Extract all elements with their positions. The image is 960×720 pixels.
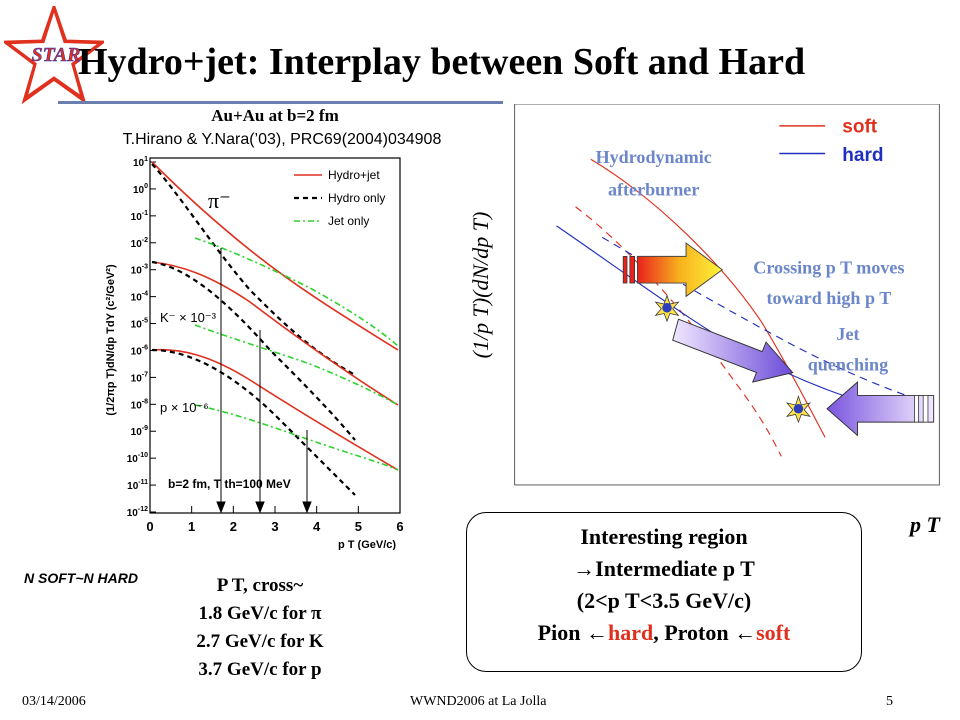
y-tick-label: 10-11: [127, 479, 148, 492]
legend-jet-only: Jet only: [328, 214, 369, 228]
region-line4-row: Pion ←hard, Proton ←soft: [467, 617, 861, 649]
page-number: 5: [886, 694, 893, 709]
slide-title: Hydro+jet: Interplay between Soft and Ha…: [78, 41, 806, 83]
schematic-y-axis: (1/p T)(dN/dp T): [468, 212, 493, 359]
hard-dashed-curve: [601, 236, 925, 402]
region-line2: Intermediate p T: [595, 556, 755, 581]
right-arrow-icon: →: [573, 556, 596, 581]
y-tick-label: 10-3: [131, 264, 148, 277]
x-tick-label: 5: [355, 519, 362, 534]
y-tick-label: 10-7: [131, 371, 148, 384]
region-line1: Interesting region: [580, 524, 748, 549]
x-tick-label: 4: [313, 519, 321, 534]
footer-date: 03/14/2006: [22, 694, 86, 709]
legend-hydro-only: Hydro only: [328, 191, 385, 205]
proton-hydro-only-curve: [151, 348, 356, 496]
y-tick-label: 10-6: [131, 344, 148, 357]
jet-annotation-line1: Jet: [836, 324, 859, 344]
collision-burst-2: [785, 395, 811, 424]
hydro-arrow: [622, 242, 724, 298]
x-tick-label: 0: [146, 519, 153, 534]
x-tick-labels: 0 1 2 3 4 5 6: [146, 506, 404, 534]
kaon-hydro-jet-curve: [151, 261, 399, 406]
quenching-arrow: [826, 381, 935, 437]
hard-text: hard: [607, 620, 654, 645]
schematic-y-label: (1/p T)(dN/dp T): [468, 212, 493, 359]
y-tick-label: 100: [133, 183, 148, 196]
hydro-annotation-line1: Hydrodynamic: [596, 147, 712, 167]
crossing-arrows: [216, 248, 312, 514]
jet-arrow: [672, 318, 794, 383]
kaon-label: K⁻ × 10⁻³: [160, 310, 217, 325]
proton-label: p × 10⁻⁶: [160, 400, 209, 415]
legend-soft: soft: [842, 117, 878, 138]
nsoft-nhard-label: N SOFT~N HARD: [24, 570, 138, 586]
x-tick-label: 2: [230, 519, 237, 534]
y-tick-label: 10-9: [131, 425, 148, 438]
proton-hydro-jet-curve: [151, 348, 399, 471]
crossing-pt-list: P T, cross~ 1.8 GeV/c for π 2.7 GeV/c fo…: [140, 572, 380, 684]
collision-label: Au+Au at b=2 fm: [211, 106, 339, 125]
soft-solid-curve: [590, 158, 826, 438]
crossing-annotation-line1: Crossing p T moves: [753, 258, 904, 278]
x-tick-label: 1: [188, 519, 195, 534]
star-logo: STAR: [4, 6, 104, 105]
plot-y-label: (1/2πp T)dN/dp TdY (c²/GeV²): [105, 264, 117, 416]
y-tick-label: 10-4: [131, 291, 148, 304]
region-line2-row: →Intermediate p T: [467, 553, 861, 585]
left-arrow-icon: ←: [585, 620, 608, 645]
interesting-region-box: Interesting region →Intermediate p T (2<…: [466, 512, 862, 672]
footer-conference: WWND2006 at La Jolla: [410, 694, 547, 709]
crossing-proton: 3.7 GeV/c for p: [198, 659, 322, 680]
crossing-pion: 1.8 GeV/c for π: [198, 603, 322, 624]
proton-text: , Proton: [653, 620, 735, 645]
crossing-annotation-line2: toward high p T: [767, 288, 892, 308]
pion-text: Pion: [537, 620, 586, 645]
plot-legend: Hydro+jet Hydro only Jet only: [294, 168, 385, 228]
y-tick-label: 10-8: [131, 398, 148, 411]
kaon-jet-only-curve: [194, 324, 399, 406]
y-tick-label: 101: [133, 156, 148, 169]
y-tick-label: 10-5: [131, 318, 148, 331]
jet-annotation-line2: quenching: [808, 355, 888, 375]
schematic-x-label: p T: [910, 512, 940, 537]
hydro-annotation-line2: afterburner: [608, 179, 699, 199]
reference-citation: T.Hirano & Y.Nara(’03), PRC69(2004)03490…: [122, 131, 442, 148]
crossing-heading: P T, cross~: [216, 575, 304, 596]
x-tick-label: 3: [271, 519, 278, 534]
logo-text: STAR: [32, 44, 81, 66]
kaon-hydro-only-curve: [151, 260, 356, 441]
y-tick-label: 10-12: [127, 506, 148, 519]
x-tick-label: 6: [396, 519, 403, 534]
spectra-plot: (1/2πp T)dN/dp TdY (c²/GeV²) 10110010-11…: [105, 156, 404, 550]
legend-hard: hard: [842, 145, 883, 166]
title-underline: [58, 101, 503, 104]
y-tick-labels: 101 100 10-1 10-2 10-3 10-4 10-5 10-6 10-7 10-8 10…: [127, 156, 156, 519]
pion-jet-only-curve: [194, 237, 399, 347]
collision-burst-1: [654, 294, 680, 323]
schematic-diagram: soft hard Hydrodynamic afterburner Cross…: [514, 104, 940, 486]
pion-hydro-only-curve: [151, 163, 356, 376]
plot-frame: [149, 157, 401, 514]
region-line3: (2<p T<3.5 GeV/c): [576, 588, 752, 613]
y-tick-label: 10-2: [131, 237, 148, 250]
pion-hydro-jet-curve: [151, 161, 399, 351]
y-tick-label: 10-10: [127, 452, 148, 465]
proton-jet-only-curve: [194, 404, 399, 471]
soft-text: soft: [756, 620, 791, 645]
legend-hydro-jet: Hydro+jet: [328, 168, 380, 182]
left-arrow-icon-2: ←: [734, 620, 757, 645]
plot-x-label: p T (GeV/c): [338, 539, 396, 550]
pion-label: π⁻: [208, 188, 231, 213]
crossing-kaon: 2.7 GeV/c for K: [196, 631, 324, 652]
params-label: b=2 fm, T th=100 MeV: [168, 477, 291, 491]
y-tick-label: 10-1: [131, 210, 148, 223]
